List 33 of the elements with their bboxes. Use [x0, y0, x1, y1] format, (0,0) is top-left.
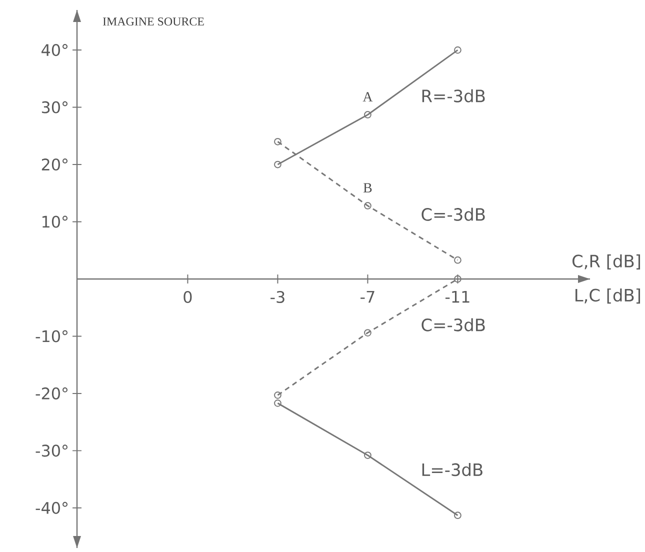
point: [454, 512, 462, 520]
x-tick-label: -11: [445, 290, 470, 303]
point: [364, 111, 372, 118]
series-label: R=-3dB: [422, 89, 485, 102]
x-axis-title: C,R [dB]: [572, 254, 640, 270]
x-tick-label: -7: [360, 290, 374, 303]
point: [454, 256, 462, 264]
series-label: C=-3dB: [422, 208, 485, 221]
y-tick-label: 30°: [42, 101, 68, 114]
y-tick-label: 40°: [42, 44, 68, 56]
series-label: C=-3dB: [422, 318, 485, 332]
x-tick-label: 0: [184, 290, 192, 304]
point: [364, 452, 372, 459]
point: [274, 399, 282, 407]
point: [454, 275, 462, 283]
annotation: B: [363, 183, 372, 192]
annotation: A: [362, 92, 373, 102]
point: [364, 329, 372, 336]
point: [274, 391, 282, 399]
y-tick-label: -10°: [36, 330, 68, 342]
y-tick-label: -30°: [36, 444, 68, 457]
text: L,C [dB]: [576, 288, 640, 304]
y-tick-label: -20°: [36, 387, 68, 400]
point: [274, 160, 282, 168]
series-label: L=-3dB: [422, 463, 482, 476]
y-tick-label: -40°: [36, 502, 68, 514]
point: [364, 202, 372, 210]
point: [454, 46, 462, 54]
y-tick-label: 10°: [42, 216, 68, 228]
point: [274, 138, 282, 146]
x-tick-label: -3: [270, 290, 284, 304]
chart-title: IMAGINE SOURCE: [102, 18, 204, 26]
y-tick-label: 20°: [42, 158, 68, 171]
